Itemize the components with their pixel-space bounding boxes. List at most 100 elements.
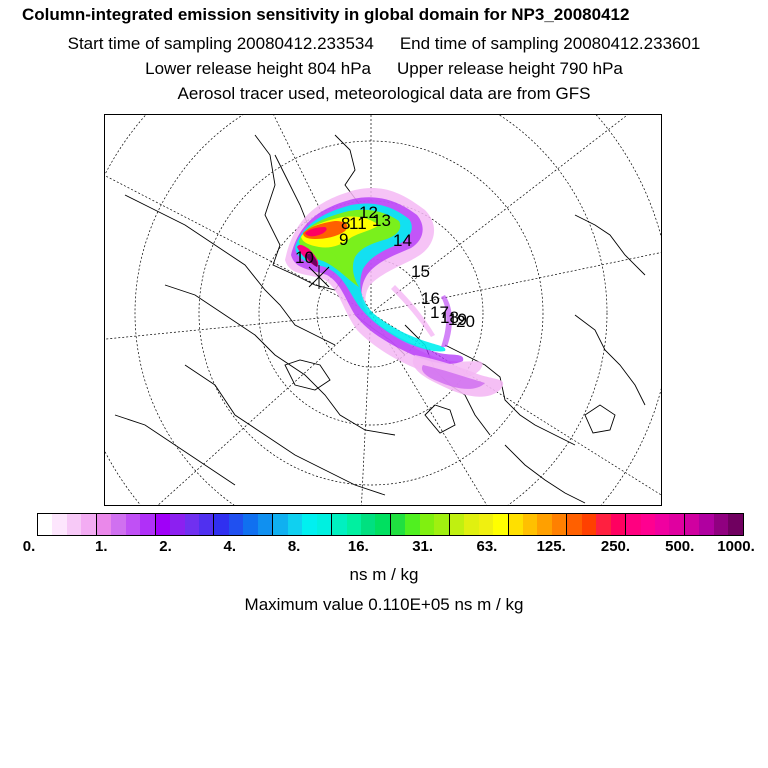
colorbar-segment	[257, 514, 274, 535]
colorbar-segment	[140, 514, 156, 535]
plot-title: Column-integrated emission sensitivity i…	[22, 5, 630, 24]
trajectory-label: 16	[421, 289, 440, 308]
colorbar-segment	[669, 514, 685, 535]
colorbar-segment	[287, 514, 303, 535]
colorbar-units: ns m / kg	[349, 565, 419, 584]
colorbar-segment	[405, 514, 420, 535]
sampling-times: Start time of sampling 20080412.233534 En…	[0, 34, 768, 54]
colorbar-segment	[419, 514, 435, 535]
colorbar-tick-label: 125.	[536, 538, 566, 555]
colorbar-tick-label: 500.	[665, 538, 695, 555]
trajectory-label: 8	[341, 214, 350, 233]
colorbar-tick-label: 0.	[22, 538, 36, 555]
trajectory-label: 18	[440, 308, 459, 327]
colorbar-segment	[66, 514, 82, 535]
tracer-note: Aerosol tracer used, meteorological data…	[177, 84, 591, 103]
meridian	[157, 312, 372, 505]
colorbar-segment	[699, 514, 714, 535]
end-time-label: End time of sampling 20080412.233601	[399, 34, 701, 53]
colorbar-ticks: 0. 1. 2. 4. 8. 16. 31. 63. 125. 250. 500. 1000.	[0, 538, 768, 560]
colorbar-segment	[38, 514, 53, 535]
trajectory-label: 15	[411, 262, 430, 281]
colorbar-segment	[155, 514, 171, 535]
colorbar-segment	[537, 514, 552, 535]
colorbar-segment	[493, 514, 509, 535]
colorbar-tick-label: 1.	[95, 538, 108, 555]
map-panel: 8 9 10 11 12 13 14 15 16 17 18 19 20	[104, 114, 662, 506]
colorbar-segment	[390, 514, 406, 535]
colorbar-tick-label: 1000.	[717, 538, 755, 555]
trajectory-label: 20	[456, 312, 475, 331]
trajectory-label: 13	[372, 211, 391, 230]
meridian	[361, 312, 372, 505]
colorbar-segment	[449, 514, 465, 535]
colorbar-segment	[596, 514, 611, 535]
colorbar-segment	[170, 514, 185, 535]
colorbar-segment	[375, 514, 391, 535]
trajectory-labels: 8 9 10 11 12 13 14 15 16 17 18 19 20	[295, 203, 475, 331]
trajectory-label: 14	[393, 231, 412, 250]
colorbar-tick-label: 4.	[223, 538, 237, 555]
colorbar-segment	[478, 514, 494, 535]
colorbar-segment	[214, 514, 229, 535]
colorbar-segment	[184, 514, 199, 535]
colorbar-segment	[655, 514, 670, 535]
colorbar-segment	[316, 514, 333, 535]
maximum-value: Maximum value 0.110E+05 ns m / kg	[244, 595, 524, 614]
colorbar-segment	[332, 514, 347, 535]
start-time-label: Start time of sampling 20080412.233534	[67, 34, 374, 53]
colorbar-tick-label: 16.	[347, 538, 369, 555]
graticule	[105, 115, 661, 505]
colorbar-segment	[346, 514, 361, 535]
colorbar-tick-label: 63.	[476, 538, 498, 555]
colorbar-segment	[713, 514, 729, 535]
colorbar-segment	[610, 514, 627, 535]
sensitivity-plume	[285, 187, 504, 397]
colorbar-segment	[111, 514, 126, 535]
coastlines	[114, 134, 646, 504]
colorbar-segment	[640, 514, 656, 535]
colorbar-segment	[273, 514, 288, 535]
meridian	[273, 115, 372, 314]
colorbar-segment	[125, 514, 141, 535]
latitude-circle-50	[134, 115, 608, 505]
lower-release-label: Lower release height 804 hPa	[145, 59, 371, 78]
colorbar	[37, 513, 744, 536]
colorbar-segment	[728, 514, 743, 535]
colorbar-segment	[96, 514, 112, 535]
latitude-circle-70	[258, 200, 484, 426]
trajectory-label: 11	[349, 214, 367, 233]
latitude-circle-60	[198, 140, 544, 486]
colorbar-tick-label: 31.	[412, 538, 434, 555]
trajectory-label: 19	[448, 310, 467, 329]
polar-map: 8 9 10 11 12 13 14 15 16 17 18 19 20	[105, 115, 661, 505]
colorbar-tick-label: 250.	[600, 538, 631, 555]
colorbar-segment	[551, 514, 568, 535]
colorbar-segment	[684, 514, 700, 535]
colorbar-segment	[581, 514, 597, 535]
colorbar-segment	[52, 514, 67, 535]
upper-release-label: Upper release height 790 hPa	[397, 59, 623, 78]
colorbar-tick-label: 2.	[159, 538, 172, 555]
colorbar-segment	[228, 514, 244, 535]
colorbar-segment	[198, 514, 215, 535]
colorbar-segment	[508, 514, 523, 535]
colorbar-segment	[567, 514, 582, 535]
colorbar-segment	[243, 514, 258, 535]
colorbar-segment	[626, 514, 641, 535]
receptor-marker	[308, 265, 330, 289]
colorbar-tick-label: 8.	[287, 538, 301, 555]
trajectory-label: 12	[359, 203, 378, 222]
latitude-circle-80	[316, 258, 426, 368]
trajectory-label: 10	[295, 248, 314, 267]
colorbar-segment	[81, 514, 97, 535]
colorbar-segment	[434, 514, 450, 535]
trajectory-label: 17	[430, 303, 449, 322]
colorbar-segment	[302, 514, 317, 535]
colorbar-segment	[522, 514, 538, 535]
colorbar-segment	[360, 514, 376, 535]
trajectory-label: 9	[339, 230, 348, 249]
colorbar-segment	[464, 514, 479, 535]
meridian	[105, 312, 372, 340]
release-heights: Lower release height 804 hPa Upper releas…	[0, 59, 768, 79]
